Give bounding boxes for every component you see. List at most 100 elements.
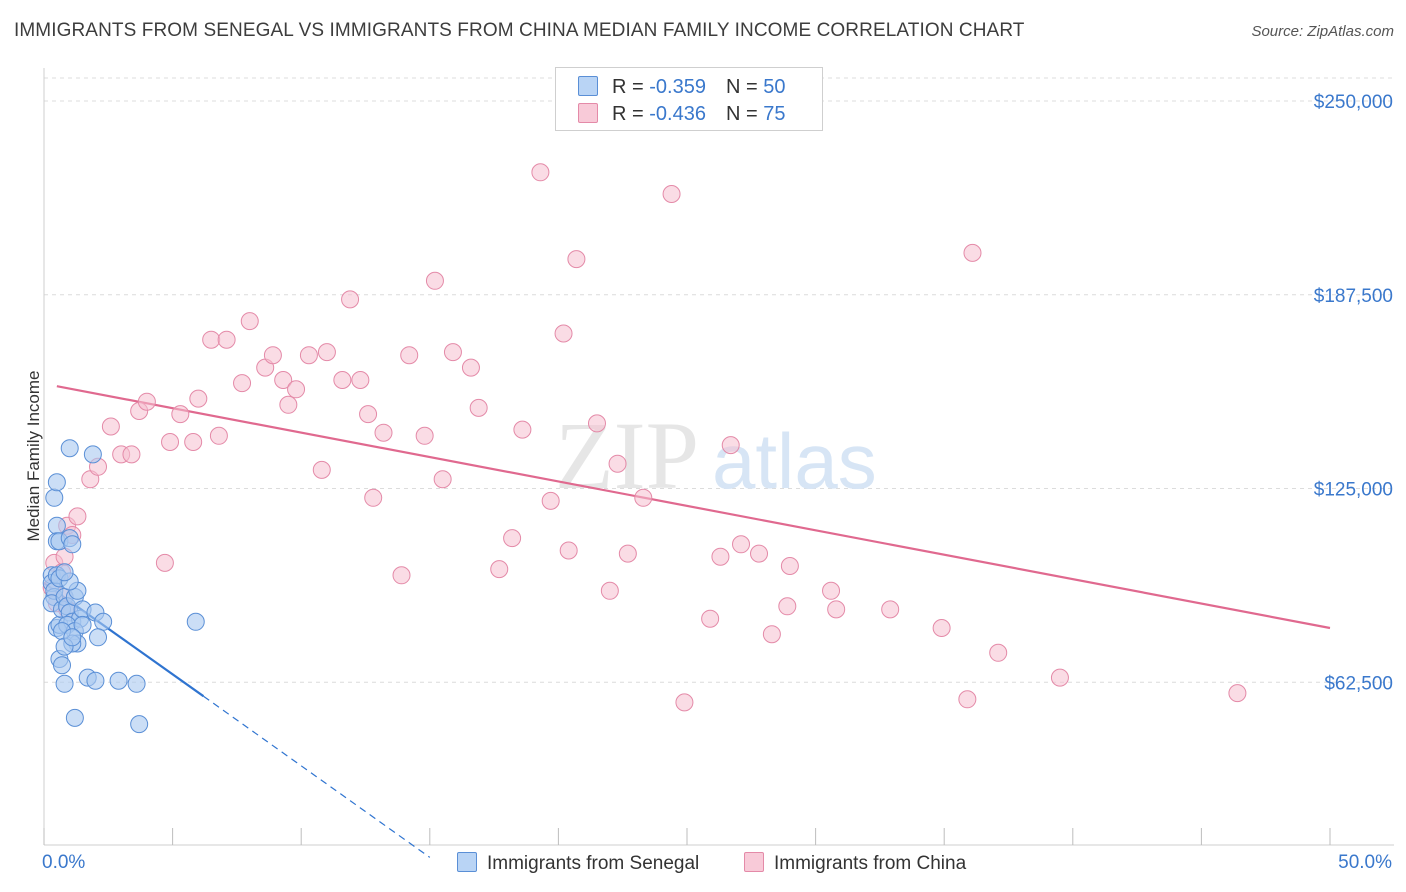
watermark-zip: ZIP [555, 402, 699, 509]
china-point [587, 414, 606, 433]
y-tick-label: $62,500 [1324, 673, 1393, 694]
china-point [425, 271, 444, 290]
china-points [42, 163, 1247, 712]
legend-n-value-senegal: 50 [763, 76, 786, 98]
legend-n-value-china: 75 [763, 103, 786, 125]
china-point [469, 398, 488, 417]
china-point [989, 643, 1008, 662]
legend-r-label-china: R = [612, 103, 650, 125]
legend-n-label-china: N = [725, 103, 764, 125]
china-point [400, 346, 419, 365]
china-point [240, 312, 259, 331]
legend-r-value-senegal: -0.359 [649, 76, 706, 98]
china-point [415, 426, 434, 445]
senegal-point [73, 615, 92, 634]
source-label: Source: ZipAtlas.com [1251, 23, 1394, 40]
senegal-point [45, 488, 64, 507]
china-point [333, 371, 352, 389]
china-point [600, 581, 619, 600]
china-point [881, 600, 900, 619]
china-point [634, 488, 653, 507]
senegal-point [130, 715, 149, 734]
china-point [359, 405, 378, 424]
senegal-point [63, 535, 82, 554]
china-point [1050, 668, 1069, 687]
senegal-point [94, 612, 113, 631]
bottom-legend-label-senegal: Immigrants from Senegal [487, 853, 700, 874]
china-point [351, 371, 370, 389]
x-tick-label-min: 0.0% [42, 852, 86, 873]
china-point [189, 389, 208, 408]
y-tick-label: $125,000 [1314, 480, 1393, 501]
senegal-point [86, 671, 105, 690]
china-point [101, 417, 120, 436]
china-point [392, 566, 411, 585]
china-point [171, 405, 190, 424]
y-axis-title: Median Family Income [24, 370, 43, 542]
china-point [184, 433, 203, 451]
china-trend-line [56, 385, 1331, 630]
senegal-point [55, 563, 74, 582]
senegal-trend-extension [203, 695, 431, 858]
china-point [721, 436, 740, 455]
chart-title: IMMIGRANTS FROM SENEGAL VS IMMIGRANTS FR… [14, 20, 1025, 41]
bottom-legend-swatch-china [744, 852, 764, 872]
senegal-point [127, 674, 146, 693]
legend-r-value-china: -0.436 [649, 103, 706, 125]
china-point [209, 426, 228, 445]
legend-row-china: R = -0.436 N = 75 [578, 103, 785, 126]
senegal-point [83, 445, 102, 464]
china-point [490, 560, 509, 579]
china-point [963, 243, 982, 262]
china-point [1228, 684, 1247, 703]
china-point [778, 597, 797, 616]
senegal-point [65, 708, 84, 727]
china-point [711, 547, 730, 566]
legend-row-senegal: R = -0.359 N = 50 [578, 76, 785, 99]
watermark: ZIP atlas [555, 402, 877, 509]
bottom-legend-senegal: Immigrants from Senegal [457, 852, 699, 875]
senegal-points [42, 439, 205, 734]
china-point [233, 374, 252, 393]
senegal-point [89, 628, 108, 647]
china-point [317, 343, 336, 362]
china-point [822, 581, 841, 600]
senegal-point [47, 473, 66, 492]
senegal-point [63, 628, 82, 647]
senegal-point [60, 439, 79, 458]
china-point [701, 609, 720, 628]
china-point [541, 491, 560, 510]
china-point [341, 290, 360, 309]
legend-swatch-china [578, 103, 598, 123]
senegal-point [186, 612, 205, 631]
legend-r-label-senegal: R = [612, 76, 650, 98]
legend-swatch-senegal [578, 76, 598, 96]
china-point [780, 557, 799, 575]
china-point [274, 371, 293, 389]
y-tick-label: $250,000 [1314, 92, 1393, 113]
x-tick-label-max: 50.0% [1338, 852, 1392, 873]
china-point [608, 454, 627, 473]
y-tick-labels: $62,500 $125,000 $187,500 $250,000 [1314, 92, 1393, 694]
china-point [732, 535, 751, 554]
bottom-legend-swatch-senegal [457, 852, 477, 872]
bottom-legend-label-china: Immigrants from China [774, 853, 967, 874]
bottom-legend-china: Immigrants from China [744, 852, 966, 875]
china-point [287, 380, 306, 399]
china-point [618, 544, 637, 563]
senegal-point [53, 656, 72, 675]
china-point [932, 619, 951, 637]
china-point [279, 395, 298, 414]
china-point [122, 445, 141, 464]
china-point [161, 433, 180, 451]
china-point [827, 600, 846, 619]
china-point [750, 544, 769, 563]
china-point [531, 163, 550, 182]
axes [43, 68, 1394, 846]
china-point [567, 250, 586, 269]
y-tick-label: $187,500 [1314, 286, 1393, 307]
china-point [312, 460, 331, 479]
china-point [374, 423, 393, 442]
correlation-legend: R = -0.359 N = 50 R = -0.436 N = 75 [555, 67, 823, 131]
